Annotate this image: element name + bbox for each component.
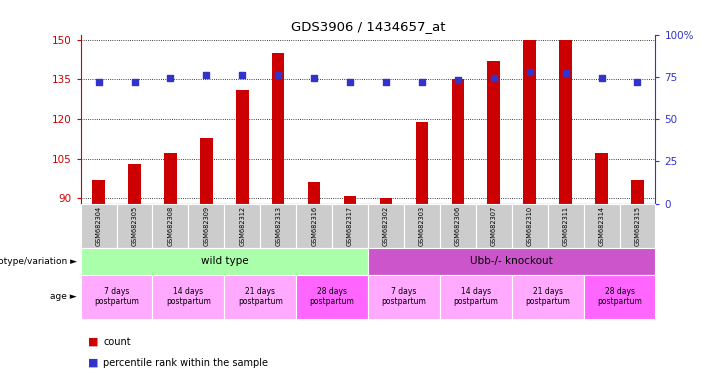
Text: wild type: wild type <box>200 256 248 266</box>
Bar <box>547 204 583 248</box>
Point <box>344 79 355 85</box>
Bar <box>368 275 440 319</box>
Point <box>93 79 104 85</box>
Bar <box>224 275 297 319</box>
Point <box>308 75 320 81</box>
Bar <box>620 204 655 248</box>
Text: 14 days
postpartum: 14 days postpartum <box>166 287 211 306</box>
Point <box>632 79 643 85</box>
Text: GSM682308: GSM682308 <box>168 205 173 246</box>
Bar <box>153 275 224 319</box>
Text: GSM682309: GSM682309 <box>203 205 210 246</box>
Text: GSM682302: GSM682302 <box>383 205 389 246</box>
Text: age ►: age ► <box>50 292 77 301</box>
Bar <box>153 204 189 248</box>
Text: GSM682306: GSM682306 <box>455 205 461 246</box>
Text: GSM682312: GSM682312 <box>239 205 245 246</box>
Bar <box>368 204 404 248</box>
Bar <box>116 204 153 248</box>
Bar <box>81 248 368 275</box>
Text: count: count <box>103 337 130 347</box>
Bar <box>416 122 428 204</box>
Point <box>200 72 212 78</box>
Bar <box>512 204 547 248</box>
Text: 21 days
postpartum: 21 days postpartum <box>525 287 570 306</box>
Point <box>488 75 499 81</box>
Bar <box>343 195 356 204</box>
Text: GSM682314: GSM682314 <box>599 205 604 246</box>
Text: 14 days
postpartum: 14 days postpartum <box>454 287 498 306</box>
Bar <box>404 204 440 248</box>
Point <box>165 75 176 81</box>
Text: percentile rank within the sample: percentile rank within the sample <box>103 358 268 368</box>
Bar <box>332 204 368 248</box>
Point <box>129 79 140 85</box>
Text: 21 days
postpartum: 21 days postpartum <box>238 287 283 306</box>
Text: ■: ■ <box>88 337 98 347</box>
Text: GSM682313: GSM682313 <box>275 205 281 246</box>
Bar <box>512 275 583 319</box>
Bar <box>200 137 212 204</box>
Bar <box>81 275 153 319</box>
Point <box>560 70 571 76</box>
Bar <box>583 275 655 319</box>
Text: GSM682311: GSM682311 <box>563 205 569 246</box>
Text: GSM682315: GSM682315 <box>634 205 641 246</box>
Point <box>237 72 248 78</box>
Bar <box>297 275 368 319</box>
Bar <box>524 40 536 204</box>
Text: GSM682316: GSM682316 <box>311 205 317 246</box>
Point <box>596 75 607 81</box>
Bar <box>440 204 476 248</box>
Text: ■: ■ <box>88 358 98 368</box>
Text: 28 days
postpartum: 28 days postpartum <box>310 287 355 306</box>
Bar <box>128 164 141 204</box>
Bar <box>559 40 572 204</box>
Text: 7 days
postpartum: 7 days postpartum <box>94 287 139 306</box>
Bar <box>260 204 297 248</box>
Text: GSM682304: GSM682304 <box>95 205 102 246</box>
Point <box>524 69 536 75</box>
Bar <box>380 198 393 204</box>
Bar <box>189 204 224 248</box>
Bar <box>440 275 512 319</box>
Text: genotype/variation ►: genotype/variation ► <box>0 257 77 266</box>
Bar <box>631 180 644 204</box>
Bar <box>476 204 512 248</box>
Bar <box>93 180 105 204</box>
Text: GSM682310: GSM682310 <box>526 205 533 246</box>
Point <box>381 79 392 85</box>
Title: GDS3906 / 1434657_at: GDS3906 / 1434657_at <box>291 20 445 33</box>
Bar <box>236 90 249 204</box>
Point <box>452 77 463 83</box>
Text: GSM682305: GSM682305 <box>132 205 137 246</box>
Point <box>273 72 284 78</box>
Bar <box>81 204 116 248</box>
Text: 7 days
postpartum: 7 days postpartum <box>381 287 426 306</box>
Text: GSM682303: GSM682303 <box>419 205 425 246</box>
Bar <box>164 153 177 204</box>
Bar <box>272 53 285 204</box>
Bar <box>224 204 260 248</box>
Text: 28 days
postpartum: 28 days postpartum <box>597 287 642 306</box>
Bar <box>451 79 464 204</box>
Text: Ubb-/- knockout: Ubb-/- knockout <box>470 256 553 266</box>
Point <box>416 79 428 85</box>
Text: GSM682317: GSM682317 <box>347 205 353 246</box>
Bar <box>583 204 620 248</box>
Text: GSM682307: GSM682307 <box>491 205 497 246</box>
Bar <box>308 182 320 204</box>
Bar <box>487 61 500 204</box>
Bar <box>595 153 608 204</box>
Bar <box>297 204 332 248</box>
Bar <box>368 248 655 275</box>
